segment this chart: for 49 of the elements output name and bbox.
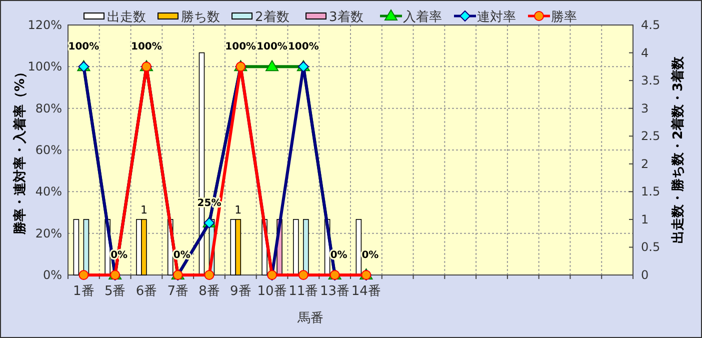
y-tick-label: 0% <box>42 268 62 282</box>
point <box>266 60 279 72</box>
y2-tick-label: 1 <box>641 212 649 226</box>
y-tick-label: 80% <box>35 101 62 116</box>
x-tick-label: 8番 <box>198 284 220 299</box>
legend-label: 出走数 <box>107 10 146 25</box>
legend-label: 勝率 <box>551 9 577 25</box>
legend-label: 勝ち数 <box>181 10 220 25</box>
data-label: 100% <box>288 42 319 53</box>
y-tick-label: 100% <box>28 60 62 74</box>
x-tick-label: 7番 <box>167 284 188 299</box>
y-tick-label: 120% <box>28 18 62 32</box>
legend-label: 3着数 <box>329 9 364 25</box>
y-tick-label: 60% <box>35 143 62 157</box>
legend-label: 連対率 <box>477 9 516 25</box>
data-label: 1 <box>140 203 148 216</box>
y2-tick-label: 3 <box>641 101 649 116</box>
data-label: 100% <box>256 42 288 53</box>
data-label: 100% <box>225 42 256 53</box>
y2-tick-label: 3.5 <box>641 74 660 88</box>
data-label: 1 <box>234 203 242 216</box>
x-tick-label: 13番 <box>320 284 350 299</box>
legend-label: 2着数 <box>255 9 290 25</box>
data-label: 0% <box>362 250 379 261</box>
point <box>204 270 214 280</box>
y2-axis-title: 出走数・勝ち数・2着数・3着数 <box>670 55 686 244</box>
point <box>78 270 89 280</box>
x-tick-label: 6番 <box>136 284 158 299</box>
x-tick-label: 14番 <box>351 284 381 299</box>
y2-tick-label: 2 <box>641 156 649 171</box>
legend-label: 入着率 <box>403 9 442 25</box>
data-label: 100% <box>68 42 100 53</box>
y2-tick-label: 0.5 <box>641 240 660 254</box>
data-label: 100% <box>131 42 162 53</box>
x-tick-label: 5番 <box>104 284 126 299</box>
x-axis-title: 馬番 <box>296 311 324 326</box>
y2-tick-label: 0 <box>641 268 649 282</box>
point <box>298 270 308 280</box>
y-tick-label: 20% <box>35 226 62 240</box>
y-axis-title: 勝率・連対率・入着率（%） <box>12 65 28 236</box>
x-tick-label: 1番 <box>73 284 94 299</box>
x-tick-label: 11番 <box>288 284 318 299</box>
y2-tick-label: 1.5 <box>641 184 660 199</box>
x-tick-label: 10番 <box>257 284 287 299</box>
x-tick-label: 9番 <box>230 284 252 299</box>
y2-tick-label: 2.5 <box>641 129 660 144</box>
y2-tick-label: 4 <box>641 46 649 60</box>
y2-tick-label: 4.5 <box>641 18 660 32</box>
y-tick-label: 40% <box>35 184 62 199</box>
